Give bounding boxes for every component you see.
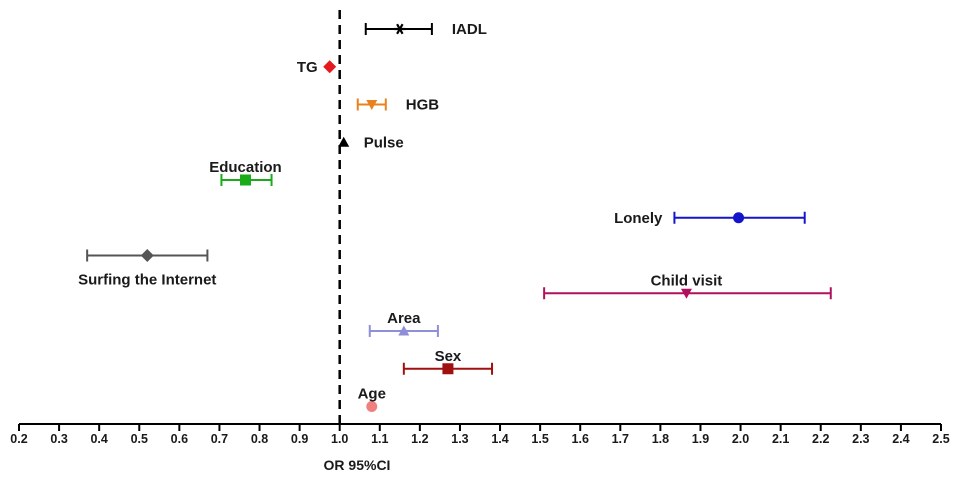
estimate-label: HGB <box>406 97 440 114</box>
point-marker <box>323 60 337 74</box>
x-tick-label: 0.2 <box>10 432 27 446</box>
estimate-label: Area <box>387 310 421 327</box>
point-marker <box>680 288 692 299</box>
point-marker <box>366 401 378 412</box>
point-marker <box>394 23 406 35</box>
x-tick-label: 1.6 <box>572 432 589 446</box>
x-tick-label: 0.4 <box>90 432 107 446</box>
x-tick-label: 2.4 <box>892 432 909 446</box>
x-tick-label: 2.2 <box>812 432 829 446</box>
estimate-row: IADL <box>364 21 487 38</box>
estimate-label: IADL <box>452 21 487 38</box>
x-axis: 0.2 0.3 0.4 0.5 0.6 0.7 0.8 0.9 1.0 1.1 1.2 1.3 1.4 1… <box>10 423 950 446</box>
x-tick-label: 1.9 <box>692 432 709 446</box>
x-tick-label: 1.5 <box>531 432 548 446</box>
estimate-row: Area <box>368 310 439 337</box>
estimate-label: Age <box>358 386 386 403</box>
x-tick-label: 2.5 <box>932 432 949 446</box>
x-tick-label: 2.0 <box>732 432 749 446</box>
x-tick-label: 0.5 <box>131 432 148 446</box>
estimate-row: Surfing the Internet <box>78 249 216 289</box>
x-tick-label: 1.1 <box>371 432 388 446</box>
estimate-label: Sex <box>435 348 462 365</box>
x-tick-label: 2.3 <box>852 432 869 446</box>
estimate-label: Pulse <box>364 134 404 151</box>
x-tick-label: 0.3 <box>50 432 67 446</box>
x-tick-label: 1.0 <box>331 432 348 446</box>
estimate-row: Lonely <box>614 210 806 227</box>
estimate-row: Child visit <box>543 272 832 300</box>
x-tick-label: 0.6 <box>171 432 188 446</box>
estimate-row: Pulse <box>338 134 404 151</box>
estimate-row: TG <box>297 59 337 76</box>
x-tick-label: 1.4 <box>491 432 508 446</box>
estimate-rows: IADL TG HGB Pulse Education Lonely Surfing the… <box>78 21 832 412</box>
x-tick-label: 1.7 <box>612 432 629 446</box>
point-marker <box>338 136 350 147</box>
estimate-label: Lonely <box>614 210 663 227</box>
point-marker <box>733 212 745 224</box>
point-marker <box>442 363 454 375</box>
x-tick-label: 2.1 <box>772 432 789 446</box>
point-marker <box>140 249 154 262</box>
estimate-row: Education <box>209 159 282 186</box>
estimate-label: TG <box>297 59 318 76</box>
estimate-label: Child visit <box>651 272 723 289</box>
estimate-label: Surfing the Internet <box>78 272 216 289</box>
point-marker <box>398 325 410 336</box>
estimate-label: Education <box>209 159 282 176</box>
x-tick-label: 1.8 <box>652 432 669 446</box>
x-tick-label: 0.8 <box>251 432 268 446</box>
estimate-row: Age <box>358 386 386 412</box>
point-marker <box>366 100 378 110</box>
x-tick-label: 0.9 <box>291 432 308 446</box>
x-tick-label: 1.2 <box>411 432 428 446</box>
x-tick-label: 1.3 <box>451 432 468 446</box>
estimate-row: Sex <box>402 348 494 375</box>
estimate-row: HGB <box>356 97 440 114</box>
x-tick-label: 0.7 <box>211 432 228 446</box>
x-axis-label: OR 95%CI <box>324 457 391 473</box>
point-marker <box>239 174 251 186</box>
